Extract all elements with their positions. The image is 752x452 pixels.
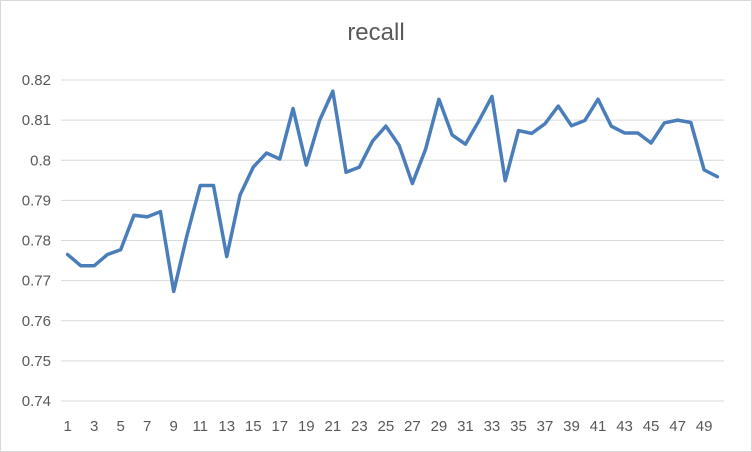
data-point [610,124,613,128]
data-point [649,141,653,145]
x-tick-label: 7 [143,418,151,435]
series-lines [65,89,720,294]
data-point [384,124,388,128]
x-tick-label: 43 [616,418,633,435]
x-tick-label: 23 [351,418,368,435]
x-tick-label: 25 [378,418,395,435]
x-tick-label: 29 [431,418,448,435]
data-point [172,290,175,293]
x-tick-label: 13 [218,418,235,435]
data-point [530,132,533,135]
x-tick-label: 27 [404,418,421,435]
data-point [716,175,719,178]
data-point [702,168,706,172]
x-tick-label: 3 [90,418,98,435]
data-point [663,121,666,125]
data-point [119,248,122,251]
x-tick-label: 15 [245,418,262,435]
data-point [238,193,242,197]
data-point [132,214,136,217]
y-tick-label: 0.79 [22,192,51,209]
data-point [504,179,507,182]
data-point [557,104,560,108]
data-point [623,131,626,135]
data-point [477,120,480,123]
data-point [212,184,215,187]
data-point [583,119,586,122]
y-tick-label: 0.77 [22,273,51,290]
x-tick-label: 45 [643,418,660,435]
data-point [490,95,494,98]
data-point [252,165,255,169]
y-tick-label: 0.8 [30,152,51,169]
y-tick-label: 0.78 [22,233,51,250]
data-point [265,151,268,155]
x-tick-label: 21 [324,418,341,435]
data-point [225,255,228,258]
chart-title: recall [347,19,405,46]
data-point [199,184,202,187]
data-point [411,182,414,185]
data-point [291,107,295,110]
data-point [305,163,308,167]
y-tick-label: 0.74 [22,393,51,410]
data-point [424,147,427,151]
data-point [570,124,573,127]
x-tick-label: 33 [484,418,501,435]
x-tick-label: 47 [669,418,686,435]
data-point [450,133,454,137]
x-tick-label: 35 [510,418,527,435]
data-point [79,264,83,267]
data-point [92,264,96,267]
data-point [278,157,281,161]
data-point [331,90,335,93]
y-tick-label: 0.81 [22,112,51,129]
data-point [159,210,162,213]
x-tick-label: 1 [63,418,71,435]
y-tick-label: 0.82 [22,72,51,89]
data-point [185,234,189,237]
x-tick-label: 17 [271,418,288,435]
x-tick-label: 37 [537,418,554,435]
data-point [676,118,679,122]
x-tick-label: 41 [590,418,607,435]
data-point [66,253,69,256]
gridlines [61,79,724,402]
data-point [464,143,467,146]
data-point [344,171,348,174]
data-point [371,139,374,143]
data-point [543,122,547,125]
data-point [106,253,109,256]
data-point [145,215,149,219]
series-line-0 [65,89,720,294]
x-tick-label: 31 [457,418,474,435]
x-axis-tick-labels: 1 3 5 7 9 11 13 15 17 19 21 23 25 27 29 31 33 35 37 39 41 43 4… [63,418,712,435]
x-tick-label: 11 [192,418,208,435]
data-point [596,98,600,101]
y-axis-tick-labels: 0.74 0.75 0.76 0.77 0.78 0.79 0.8 0.81 0.82 [22,72,51,410]
y-tick-label: 0.76 [22,313,51,330]
data-point [636,131,640,135]
x-tick-label: 9 [170,418,178,435]
data-point [358,165,361,169]
data-point [318,119,321,122]
x-tick-label: 39 [563,418,580,435]
data-point [517,129,520,132]
y-tick-label: 0.75 [22,353,51,370]
data-point [689,121,693,124]
data-point [437,98,441,101]
data-point [397,144,401,147]
x-tick-label: 19 [298,418,315,435]
x-tick-label: 5 [116,418,124,435]
x-tick-label: 49 [696,418,713,435]
